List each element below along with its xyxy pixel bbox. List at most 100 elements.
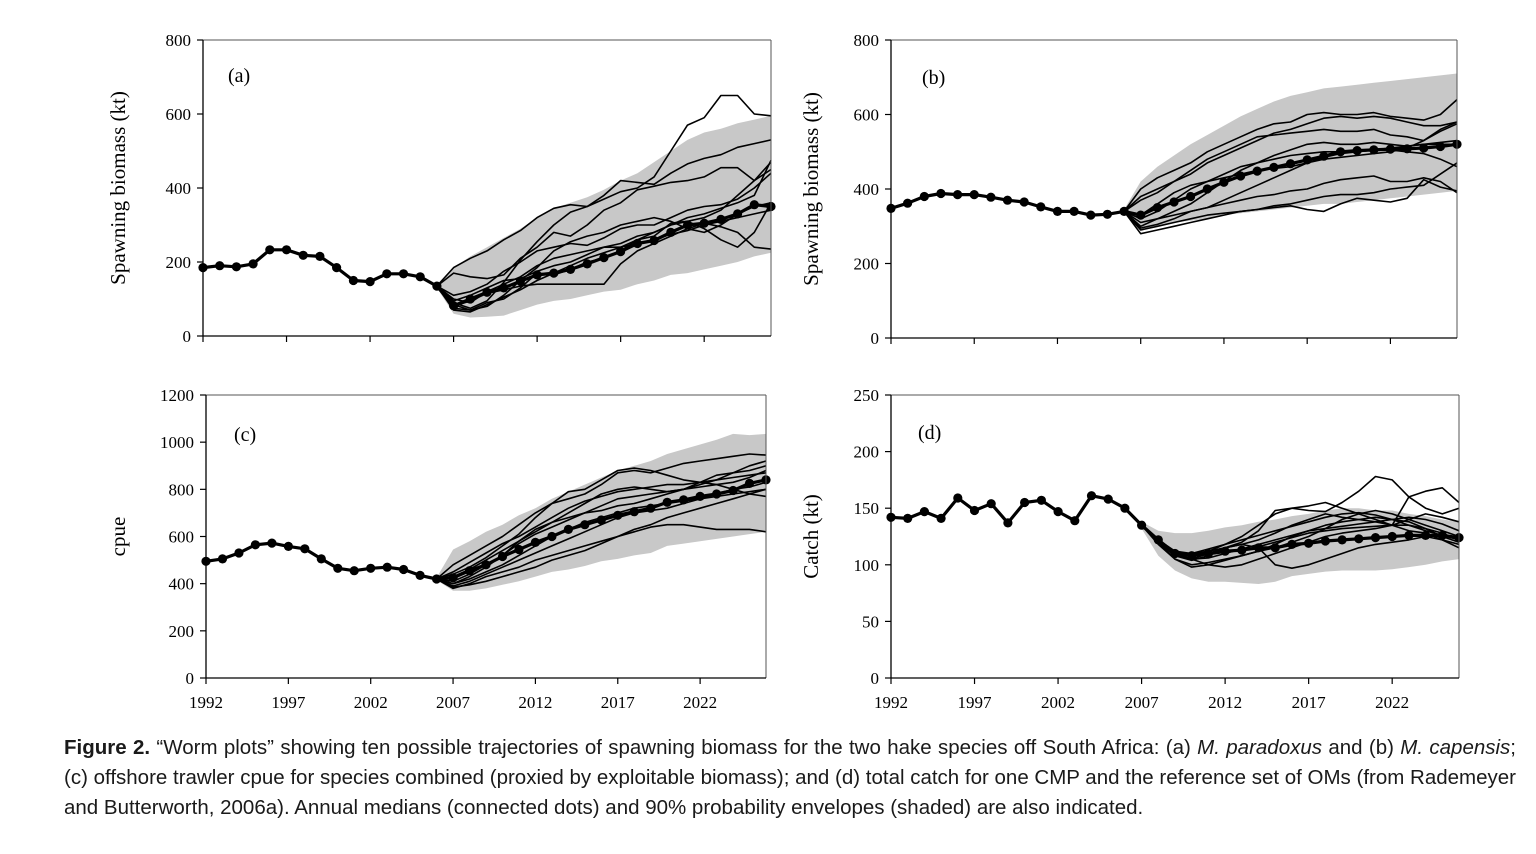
- y-axis-title: Spawning biomass (kt): [799, 92, 823, 286]
- x-tick-label: 1997: [958, 693, 993, 712]
- median-point: [515, 276, 526, 286]
- median-point: [267, 538, 277, 548]
- median-point: [464, 566, 475, 576]
- median-point: [1404, 530, 1414, 541]
- median-point: [1335, 147, 1346, 157]
- median-point: [1387, 531, 1397, 542]
- median-point: [316, 554, 326, 564]
- trajectory-line-2: [436, 467, 767, 580]
- median-point: [969, 505, 980, 516]
- median-point: [1036, 495, 1046, 505]
- median-point: [482, 287, 492, 297]
- y-tick-label: 400: [854, 180, 880, 199]
- median-point: [315, 251, 325, 261]
- median-point: [695, 491, 705, 501]
- panel-label: (a): [228, 65, 250, 87]
- median-point: [217, 554, 228, 564]
- median-point: [1385, 144, 1395, 154]
- x-tick-label: 2022: [1375, 693, 1409, 712]
- trajectory-line-4: [436, 523, 767, 590]
- trajectory-line-8: [436, 465, 767, 580]
- median-point: [1435, 141, 1445, 152]
- median-point: [549, 268, 559, 278]
- median-point: [749, 200, 759, 210]
- y-tick-label: 600: [169, 528, 195, 547]
- y-tick-label: 0: [183, 327, 192, 346]
- figure-caption: Figure 2. “Worm plots” showing ten possi…: [64, 733, 1516, 823]
- chart-svg: 0 200 400 600 800 Spawning biomass (kt) (a) 0 20…: [106, 31, 1464, 712]
- median-point: [465, 294, 475, 304]
- median-point: [1169, 197, 1179, 207]
- median-point: [333, 563, 343, 573]
- median-point: [250, 540, 260, 550]
- median-point: [936, 513, 946, 524]
- median-point: [1036, 202, 1046, 212]
- x-tick-label: 2007: [1125, 693, 1160, 712]
- y-tick-label: 1200: [160, 386, 194, 405]
- x-tick-label: 2002: [1041, 693, 1075, 712]
- median-point: [1186, 191, 1196, 202]
- median-point: [1152, 203, 1162, 213]
- median-point: [1019, 197, 1029, 207]
- probability-envelope: [436, 115, 771, 318]
- median-point: [348, 275, 358, 286]
- figure-panels: 0 200 400 600 800 Spawning biomass (kt) (a) 0 20…: [106, 31, 1464, 712]
- median-point: [432, 574, 442, 584]
- median-point: [215, 261, 225, 271]
- median-point: [530, 537, 541, 548]
- median-point: [1220, 546, 1230, 556]
- median-point: [649, 235, 659, 246]
- median-point: [449, 301, 459, 311]
- median-point: [616, 247, 626, 257]
- median-point: [248, 259, 258, 269]
- median-point: [1437, 530, 1447, 541]
- median-point: [1053, 507, 1063, 517]
- x-tick-label: 2007: [436, 693, 471, 712]
- median-point: [234, 548, 244, 558]
- median-point: [1086, 491, 1097, 501]
- y-tick-label: 400: [166, 179, 192, 198]
- median-point: [1337, 535, 1347, 545]
- y-tick-label: 800: [169, 480, 195, 499]
- median-point: [903, 198, 913, 208]
- median-point: [953, 190, 963, 200]
- median-point: [733, 209, 743, 219]
- median-point: [231, 262, 241, 272]
- median-point: [1421, 530, 1431, 541]
- median-point: [1170, 548, 1180, 559]
- median-point: [1102, 209, 1112, 219]
- x-tick-label: 2017: [1292, 693, 1327, 712]
- panel-b: 0 200 400 600 800 Spawning biomass (kt) (b): [799, 31, 1462, 348]
- median-point: [728, 485, 738, 496]
- trajectory-line-2: [436, 94, 772, 310]
- y-tick-label: 200: [854, 255, 880, 274]
- median-point: [679, 495, 689, 505]
- median-point: [497, 551, 508, 562]
- median-point: [716, 214, 726, 224]
- median-point: [481, 560, 491, 570]
- median-point: [332, 263, 342, 273]
- y-tick-label: 50: [862, 612, 879, 631]
- median-point: [1370, 533, 1381, 543]
- median-point: [1319, 151, 1329, 161]
- median-point: [415, 272, 425, 282]
- panel-a: 0 200 400 600 800 Spawning biomass (kt) (a): [106, 31, 776, 346]
- median-point: [666, 227, 676, 237]
- x-tick-label: 1992: [874, 693, 908, 712]
- median-point: [1086, 210, 1096, 220]
- trajectory-line-5: [1123, 162, 1458, 231]
- median-point: [646, 503, 656, 513]
- y-tick-label: 800: [166, 31, 192, 50]
- median-point: [662, 497, 672, 507]
- x-tick-label: 2002: [354, 693, 388, 712]
- y-tick-label: 0: [186, 669, 195, 688]
- median-point: [1119, 206, 1129, 216]
- median-point: [514, 544, 524, 555]
- median-point: [969, 190, 979, 200]
- median-point: [744, 478, 755, 488]
- median-point: [532, 270, 542, 280]
- median-point: [596, 515, 606, 525]
- trajectory-line-9: [436, 488, 767, 589]
- y-tick-label: 1000: [160, 433, 194, 452]
- median-point: [1203, 548, 1213, 559]
